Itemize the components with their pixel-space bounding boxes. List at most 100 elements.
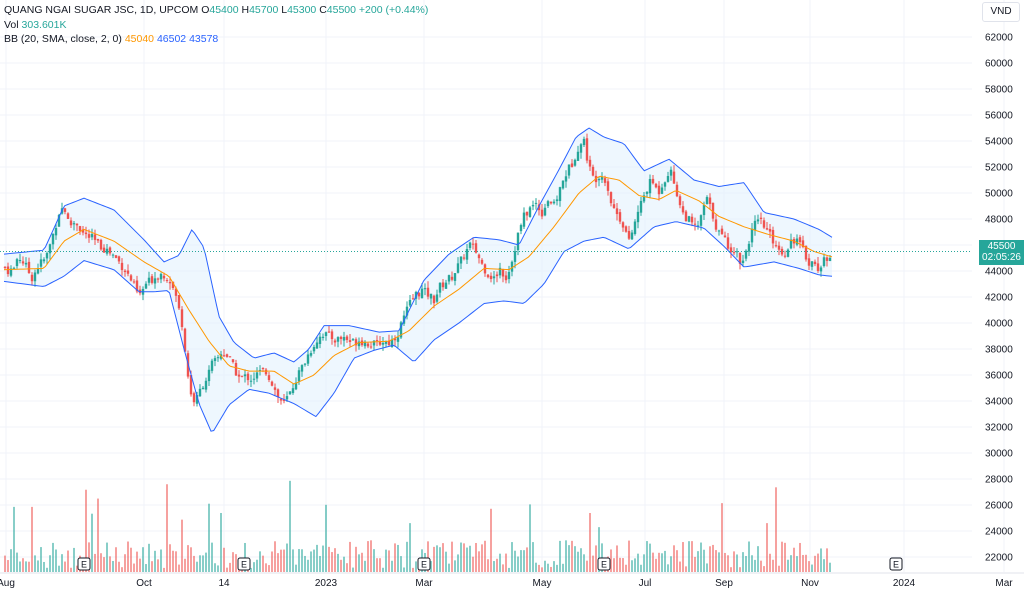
- volume-bar: [403, 567, 405, 572]
- volume-bar: [829, 562, 831, 572]
- volume-bar: [514, 550, 516, 572]
- candle-body: [99, 239, 103, 250]
- volume-bar: [571, 540, 573, 572]
- volume-bar: [151, 561, 153, 572]
- volume-bar: [220, 512, 222, 572]
- volume-bar: [139, 558, 141, 572]
- y-tick-label: 62000: [985, 33, 1013, 44]
- candle-body: [471, 243, 475, 245]
- candle-body: [771, 229, 775, 244]
- candle-body: [117, 256, 121, 262]
- low-label: L: [281, 4, 288, 16]
- volume-bar: [385, 549, 387, 572]
- candle-body: [786, 249, 790, 257]
- volume-bar: [235, 554, 237, 572]
- volume-bar: [370, 540, 372, 572]
- candle-body: [180, 309, 184, 328]
- candle-body: [111, 254, 115, 256]
- candle-body: [708, 197, 712, 204]
- volume-bar: [724, 552, 726, 572]
- candle-body: [654, 183, 658, 188]
- volume-bar: [484, 540, 486, 572]
- candle-body: [558, 187, 562, 202]
- volume-bar: [292, 549, 294, 572]
- candle-body: [489, 275, 493, 280]
- volume-bar: [532, 542, 534, 572]
- candle-body: [804, 245, 808, 260]
- volume-bar: [682, 542, 684, 572]
- volume-bar: [613, 558, 615, 572]
- candle-body: [201, 387, 205, 390]
- candle-body: [114, 255, 118, 258]
- x-tick-label: Aug: [0, 578, 15, 589]
- candle-body: [384, 341, 388, 344]
- volume-bar: [259, 551, 261, 572]
- volume-bar: [391, 560, 393, 572]
- candle-body: [30, 274, 34, 282]
- candle-body: [777, 245, 781, 250]
- candle-body: [291, 388, 295, 394]
- x-tick-label: May: [533, 578, 552, 589]
- candle-body: [75, 223, 79, 226]
- volume-bar: [394, 543, 396, 572]
- volume-bar: [310, 551, 312, 572]
- candle-body: [447, 275, 451, 282]
- candle-body: [156, 278, 160, 280]
- candle-body: [9, 268, 13, 276]
- currency-button[interactable]: VND: [982, 2, 1020, 22]
- volume-bar: [226, 567, 228, 572]
- candle-body: [474, 243, 478, 253]
- volume-bar: [280, 549, 282, 572]
- candle-body: [318, 336, 322, 344]
- volume-bar: [823, 559, 825, 572]
- volume-bar: [469, 545, 471, 572]
- candle-body: [690, 216, 694, 223]
- volume-bar: [325, 504, 327, 572]
- candle-body: [222, 355, 226, 357]
- candle-body: [24, 262, 28, 265]
- volume-bar: [250, 567, 252, 572]
- volume-bar: [307, 559, 309, 572]
- volume-bar: [784, 542, 786, 572]
- candle-body: [210, 360, 214, 371]
- volume-bar: [214, 563, 216, 572]
- volume-bar: [793, 547, 795, 572]
- volume-bar: [799, 542, 801, 572]
- candle-body: [132, 281, 136, 283]
- volume-bar: [265, 563, 267, 572]
- candle-body: [687, 216, 691, 222]
- candle-body: [816, 263, 820, 271]
- bollinger-line: BB (20, SMA, close, 2, 0) 45040 46502 43…: [4, 32, 428, 47]
- volume-bar: [523, 550, 525, 572]
- volume-bar: [721, 503, 723, 572]
- earnings-marker-label: E: [601, 560, 607, 570]
- candle-body: [252, 378, 256, 380]
- candle-body: [564, 176, 568, 182]
- candle-body: [753, 220, 757, 231]
- volume-bar: [76, 565, 78, 572]
- volume-bar: [565, 540, 567, 572]
- volume-bar: [658, 552, 660, 572]
- candle-body: [213, 358, 217, 362]
- volume-bar: [187, 545, 189, 572]
- volume-bar: [364, 560, 366, 572]
- volume-bar: [457, 554, 459, 572]
- volume-bar: [559, 540, 561, 572]
- volume-bar: [217, 565, 219, 572]
- x-tick-label: Jul: [639, 578, 652, 589]
- volume-bar: [553, 561, 555, 572]
- volume-bar: [331, 552, 333, 572]
- candle-body: [660, 187, 664, 194]
- symbol-title: QUANG NGAI SUGAR JSC, 1D, UPCOM: [4, 4, 199, 16]
- candle-body: [795, 238, 799, 245]
- candle-body: [543, 207, 547, 216]
- y-tick-label: 56000: [985, 111, 1013, 122]
- candle-body: [408, 299, 412, 306]
- x-tick-label: Oct: [136, 578, 152, 589]
- volume-bar: [550, 566, 552, 572]
- volume-bar: [766, 523, 768, 572]
- candle-body: [90, 234, 94, 238]
- candle-body: [453, 273, 457, 281]
- candle-body: [417, 293, 421, 297]
